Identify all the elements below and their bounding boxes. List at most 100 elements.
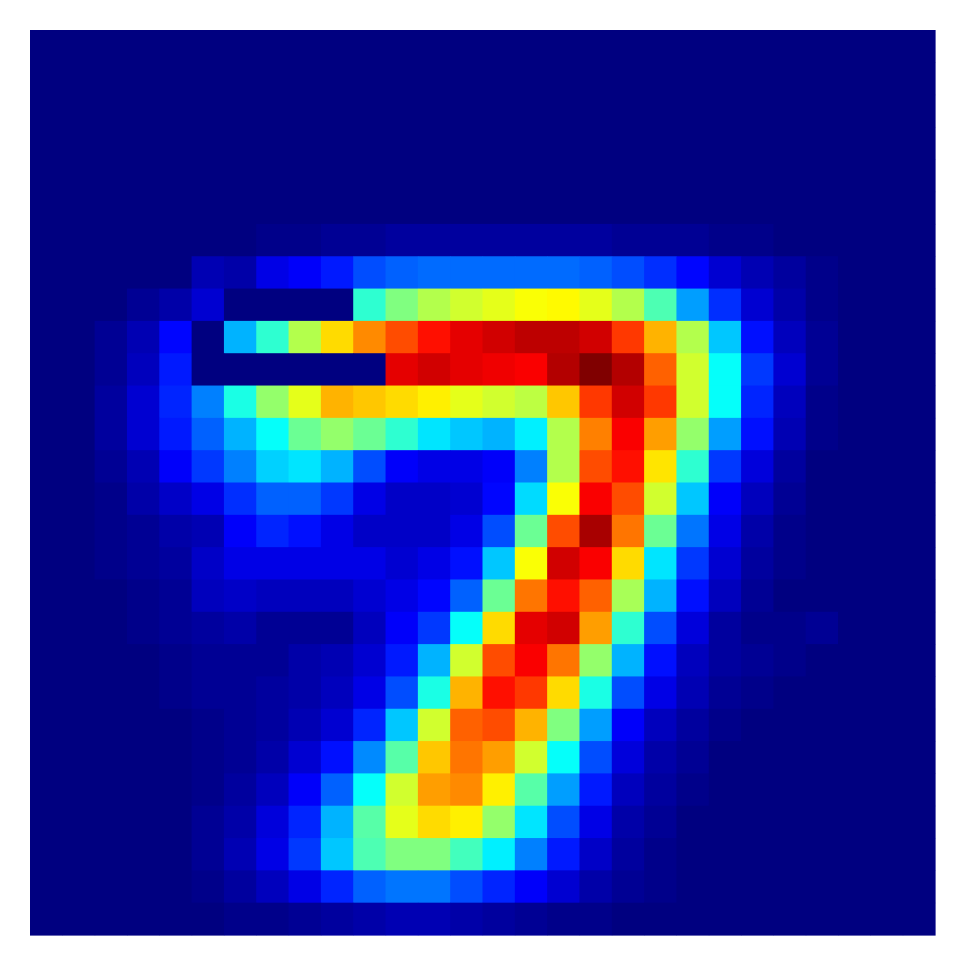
heatmap-cell-r0-c23 <box>773 30 807 63</box>
heatmap-cell-r16-c2 <box>94 547 128 581</box>
heatmap-cell-r22-c18 <box>611 741 645 774</box>
heatmap-cell-r18-c17 <box>579 611 613 645</box>
heatmap-cell-r21-c18 <box>611 708 645 742</box>
heatmap-cell-r0-c9 <box>320 30 354 63</box>
heatmap-cell-r20-c20 <box>676 676 710 710</box>
heatmap-cell-r21-c13 <box>450 708 484 742</box>
heatmap-cell-r0-c12 <box>417 30 451 63</box>
heatmap-cell-r12-c27 <box>902 417 936 451</box>
heatmap-cell-r8-c25 <box>838 288 871 322</box>
heatmap-cell-r22-c27 <box>902 741 936 774</box>
heatmap-cell-r11-c13 <box>450 385 484 419</box>
heatmap-cell-r13-c3 <box>126 450 160 484</box>
heatmap-cell-r26-c23 <box>773 870 807 904</box>
heatmap-cell-r0-c17 <box>579 30 613 63</box>
heatmap-cell-r21-c25 <box>838 708 871 742</box>
heatmap-cell-r19-c20 <box>676 644 710 678</box>
heatmap-cell-r24-c27 <box>902 805 936 839</box>
heatmap-cell-r8-c1 <box>62 288 96 322</box>
heatmap-cell-r26-c9 <box>320 870 354 904</box>
heatmap-cell-r14-c4 <box>159 482 193 516</box>
heatmap-cell-r13-c21 <box>708 450 742 484</box>
heatmap-cell-r4-c15 <box>514 159 548 193</box>
heatmap-cell-r27-c18 <box>611 902 645 936</box>
heatmap-cell-r24-c8 <box>288 805 322 839</box>
heatmap-cell-r5-c19 <box>644 191 678 225</box>
heatmap-cell-r12-c9 <box>320 417 354 451</box>
heatmap-cell-r18-c11 <box>385 611 419 645</box>
heatmap-cell-r8-c4 <box>159 288 193 322</box>
heatmap-cell-r22-c1 <box>62 741 96 774</box>
heatmap-cell-r7-c4 <box>159 256 193 290</box>
heatmap-cell-r16-c24 <box>805 547 839 581</box>
heatmap-cell-r17-c19 <box>644 579 678 613</box>
heatmap-cell-r15-c26 <box>870 514 904 548</box>
heatmap-cell-r13-c1 <box>62 450 96 484</box>
heatmap-cell-r18-c14 <box>482 611 516 645</box>
heatmap-cell-r15-c25 <box>838 514 871 548</box>
heatmap-cell-r0-c11 <box>385 30 419 63</box>
heatmap-cell-r15-c13 <box>450 514 484 548</box>
heatmap-cell-r25-c14 <box>482 838 516 871</box>
heatmap-cell-r9-c11 <box>385 320 419 354</box>
heatmap-cell-r15-c8 <box>288 514 322 548</box>
heatmap-cell-r25-c18 <box>611 838 645 871</box>
heatmap-cell-r26-c0 <box>30 870 63 904</box>
heatmap-cell-r21-c8 <box>288 708 322 742</box>
heatmap-cell-r13-c7 <box>256 450 290 484</box>
heatmap-cell-r5-c6 <box>223 191 257 225</box>
heatmap-cell-r19-c2 <box>94 644 128 678</box>
heatmap-cell-r16-c9 <box>320 547 354 581</box>
heatmap-cell-r24-c13 <box>450 805 484 839</box>
heatmap-cell-r8-c23 <box>773 288 807 322</box>
heatmap-cell-r9-c18 <box>611 320 645 354</box>
heatmap-cell-r3-c15 <box>514 126 548 160</box>
heatmap-cell-r15-c6 <box>223 514 257 548</box>
heatmap-cell-r7-c23 <box>773 256 807 290</box>
heatmap-cell-r22-c11 <box>385 741 419 774</box>
heatmap-cell-r15-c3 <box>126 514 160 548</box>
heatmap-cell-r10-c24 <box>805 353 839 387</box>
heatmap-cell-r17-c15 <box>514 579 548 613</box>
heatmap-cell-r20-c0 <box>30 676 63 710</box>
heatmap-cell-r4-c9 <box>320 159 354 193</box>
heatmap-cell-r11-c21 <box>708 385 742 419</box>
heatmap-cell-r27-c5 <box>191 902 225 936</box>
heatmap-cell-r3-c24 <box>805 126 839 160</box>
heatmap-cell-r25-c4 <box>159 838 193 871</box>
heatmap-cell-r10-c11 <box>385 353 419 387</box>
heatmap-cell-r11-c24 <box>805 385 839 419</box>
heatmap-cell-r4-c8 <box>288 159 322 193</box>
heatmap-cell-r6-c22 <box>741 223 774 257</box>
heatmap-cell-r26-c26 <box>870 870 904 904</box>
heatmap-cell-r8-c20 <box>676 288 710 322</box>
heatmap-cell-r27-c1 <box>62 902 96 936</box>
heatmap-cell-r15-c21 <box>708 514 742 548</box>
heatmap-cell-r12-c11 <box>385 417 419 451</box>
heatmap-cell-r8-c18 <box>611 288 645 322</box>
heatmap-cell-r5-c18 <box>611 191 645 225</box>
heatmap-cell-r20-c15 <box>514 676 548 710</box>
heatmap-cell-r0-c4 <box>159 30 193 63</box>
heatmap-cell-r3-c12 <box>417 126 451 160</box>
heatmap-cell-r8-c27 <box>902 288 936 322</box>
heatmap-cell-r27-c15 <box>514 902 548 936</box>
heatmap-cell-r13-c9 <box>320 450 354 484</box>
heatmap-cell-r17-c16 <box>547 579 581 613</box>
heatmap-cell-r26-c15 <box>514 870 548 904</box>
heatmap-cell-r11-c3 <box>126 385 160 419</box>
heatmap-cell-r17-c1 <box>62 579 96 613</box>
heatmap-cell-r23-c21 <box>708 773 742 807</box>
heatmap-cell-r15-c4 <box>159 514 193 548</box>
heatmap-cell-r22-c0 <box>30 741 63 774</box>
heatmap-cell-r17-c3 <box>126 579 160 613</box>
heatmap-cell-r8-c9 <box>320 288 354 322</box>
heatmap-cell-r16-c8 <box>288 547 322 581</box>
heatmap-cell-r6-c2 <box>94 223 128 257</box>
heatmap-cell-r21-c2 <box>94 708 128 742</box>
heatmap-cell-r14-c23 <box>773 482 807 516</box>
heatmap-cell-r5-c3 <box>126 191 160 225</box>
heatmap-cell-r3-c11 <box>385 126 419 160</box>
heatmap-cell-r11-c8 <box>288 385 322 419</box>
heatmap-cell-r13-c22 <box>741 450 774 484</box>
